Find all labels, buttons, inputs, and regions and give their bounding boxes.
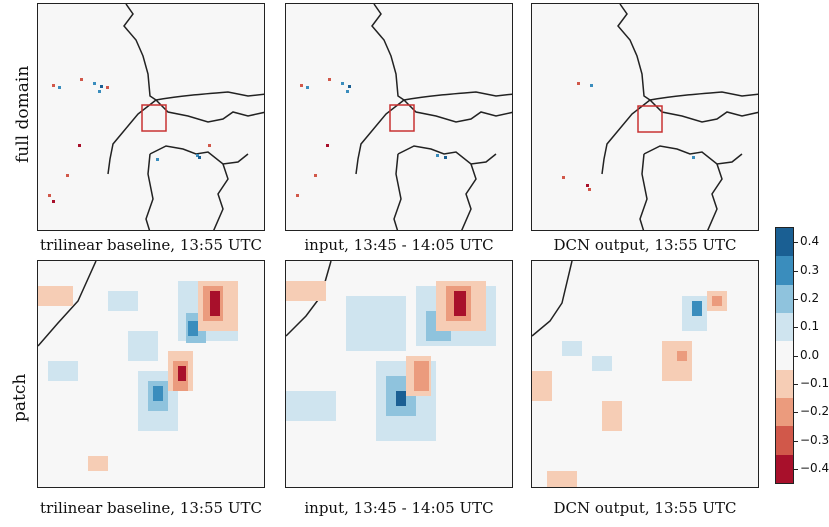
patch-dcn [531,260,759,488]
colorbar-tick-mark [794,327,798,329]
colorbar-segment [776,284,793,314]
caption-r2c3: DCN output, 13:55 UTC [553,499,737,517]
colorbar-tick-label: 0.1 [800,319,820,334]
colorbar-tick-mark [794,355,798,357]
colorbar-tick-label: 0.0 [800,347,820,362]
row-label-patch: patch [10,373,30,422]
colorbar-segment [776,454,793,484]
colorbar-segment [776,256,793,286]
colorbar-tick-label: −0.4 [800,460,829,475]
colorbar-tick-mark [794,242,798,244]
map-full-domain-input [285,3,513,231]
colorbar-tick-mark [794,298,798,300]
colorbar-segment [776,398,793,427]
caption-r1c2: input, 13:45 - 14:05 UTC [304,236,494,254]
colorbar [775,227,794,484]
row-label-full-domain: full domain [13,65,33,163]
colorbar-segment [776,341,793,371]
colorbar-tick-label: 0.4 [800,234,820,249]
patch-svg [286,261,496,441]
colorbar-tick-label: 0.2 [800,290,820,305]
colorbar-segment [776,313,793,342]
caption-r1c3: DCN output, 13:55 UTC [553,236,737,254]
map-svg [296,4,512,230]
map-svg [48,4,264,230]
map-full-domain-trilinear [37,3,265,231]
caption-r2c2: input, 13:45 - 14:05 UTC [304,499,494,517]
colorbar-segment [776,228,793,257]
colorbar-tick-mark [794,270,798,272]
colorbar-tick-label: −0.2 [800,404,829,419]
map-svg [562,4,758,230]
colorbar-tick-mark [794,383,798,385]
patch-input [285,260,513,488]
colorbar-tick-mark [794,412,798,414]
patch-svg [38,261,238,471]
colorbar-tick-mark [794,440,798,442]
patch-trilinear [37,260,265,488]
map-full-domain-dcn [531,3,759,231]
colorbar-tick-label: −0.3 [800,432,829,447]
colorbar-segment [776,369,793,399]
caption-r2c1: trilinear baseline, 13:55 UTC [40,499,262,517]
colorbar-segment [776,426,793,456]
patch-svg [532,261,727,487]
colorbar-tick-label: −0.1 [800,375,829,390]
caption-r1c1: trilinear baseline, 13:55 UTC [40,236,262,254]
colorbar-tick-mark [794,468,798,470]
colorbar-tick-label: 0.3 [800,262,820,277]
